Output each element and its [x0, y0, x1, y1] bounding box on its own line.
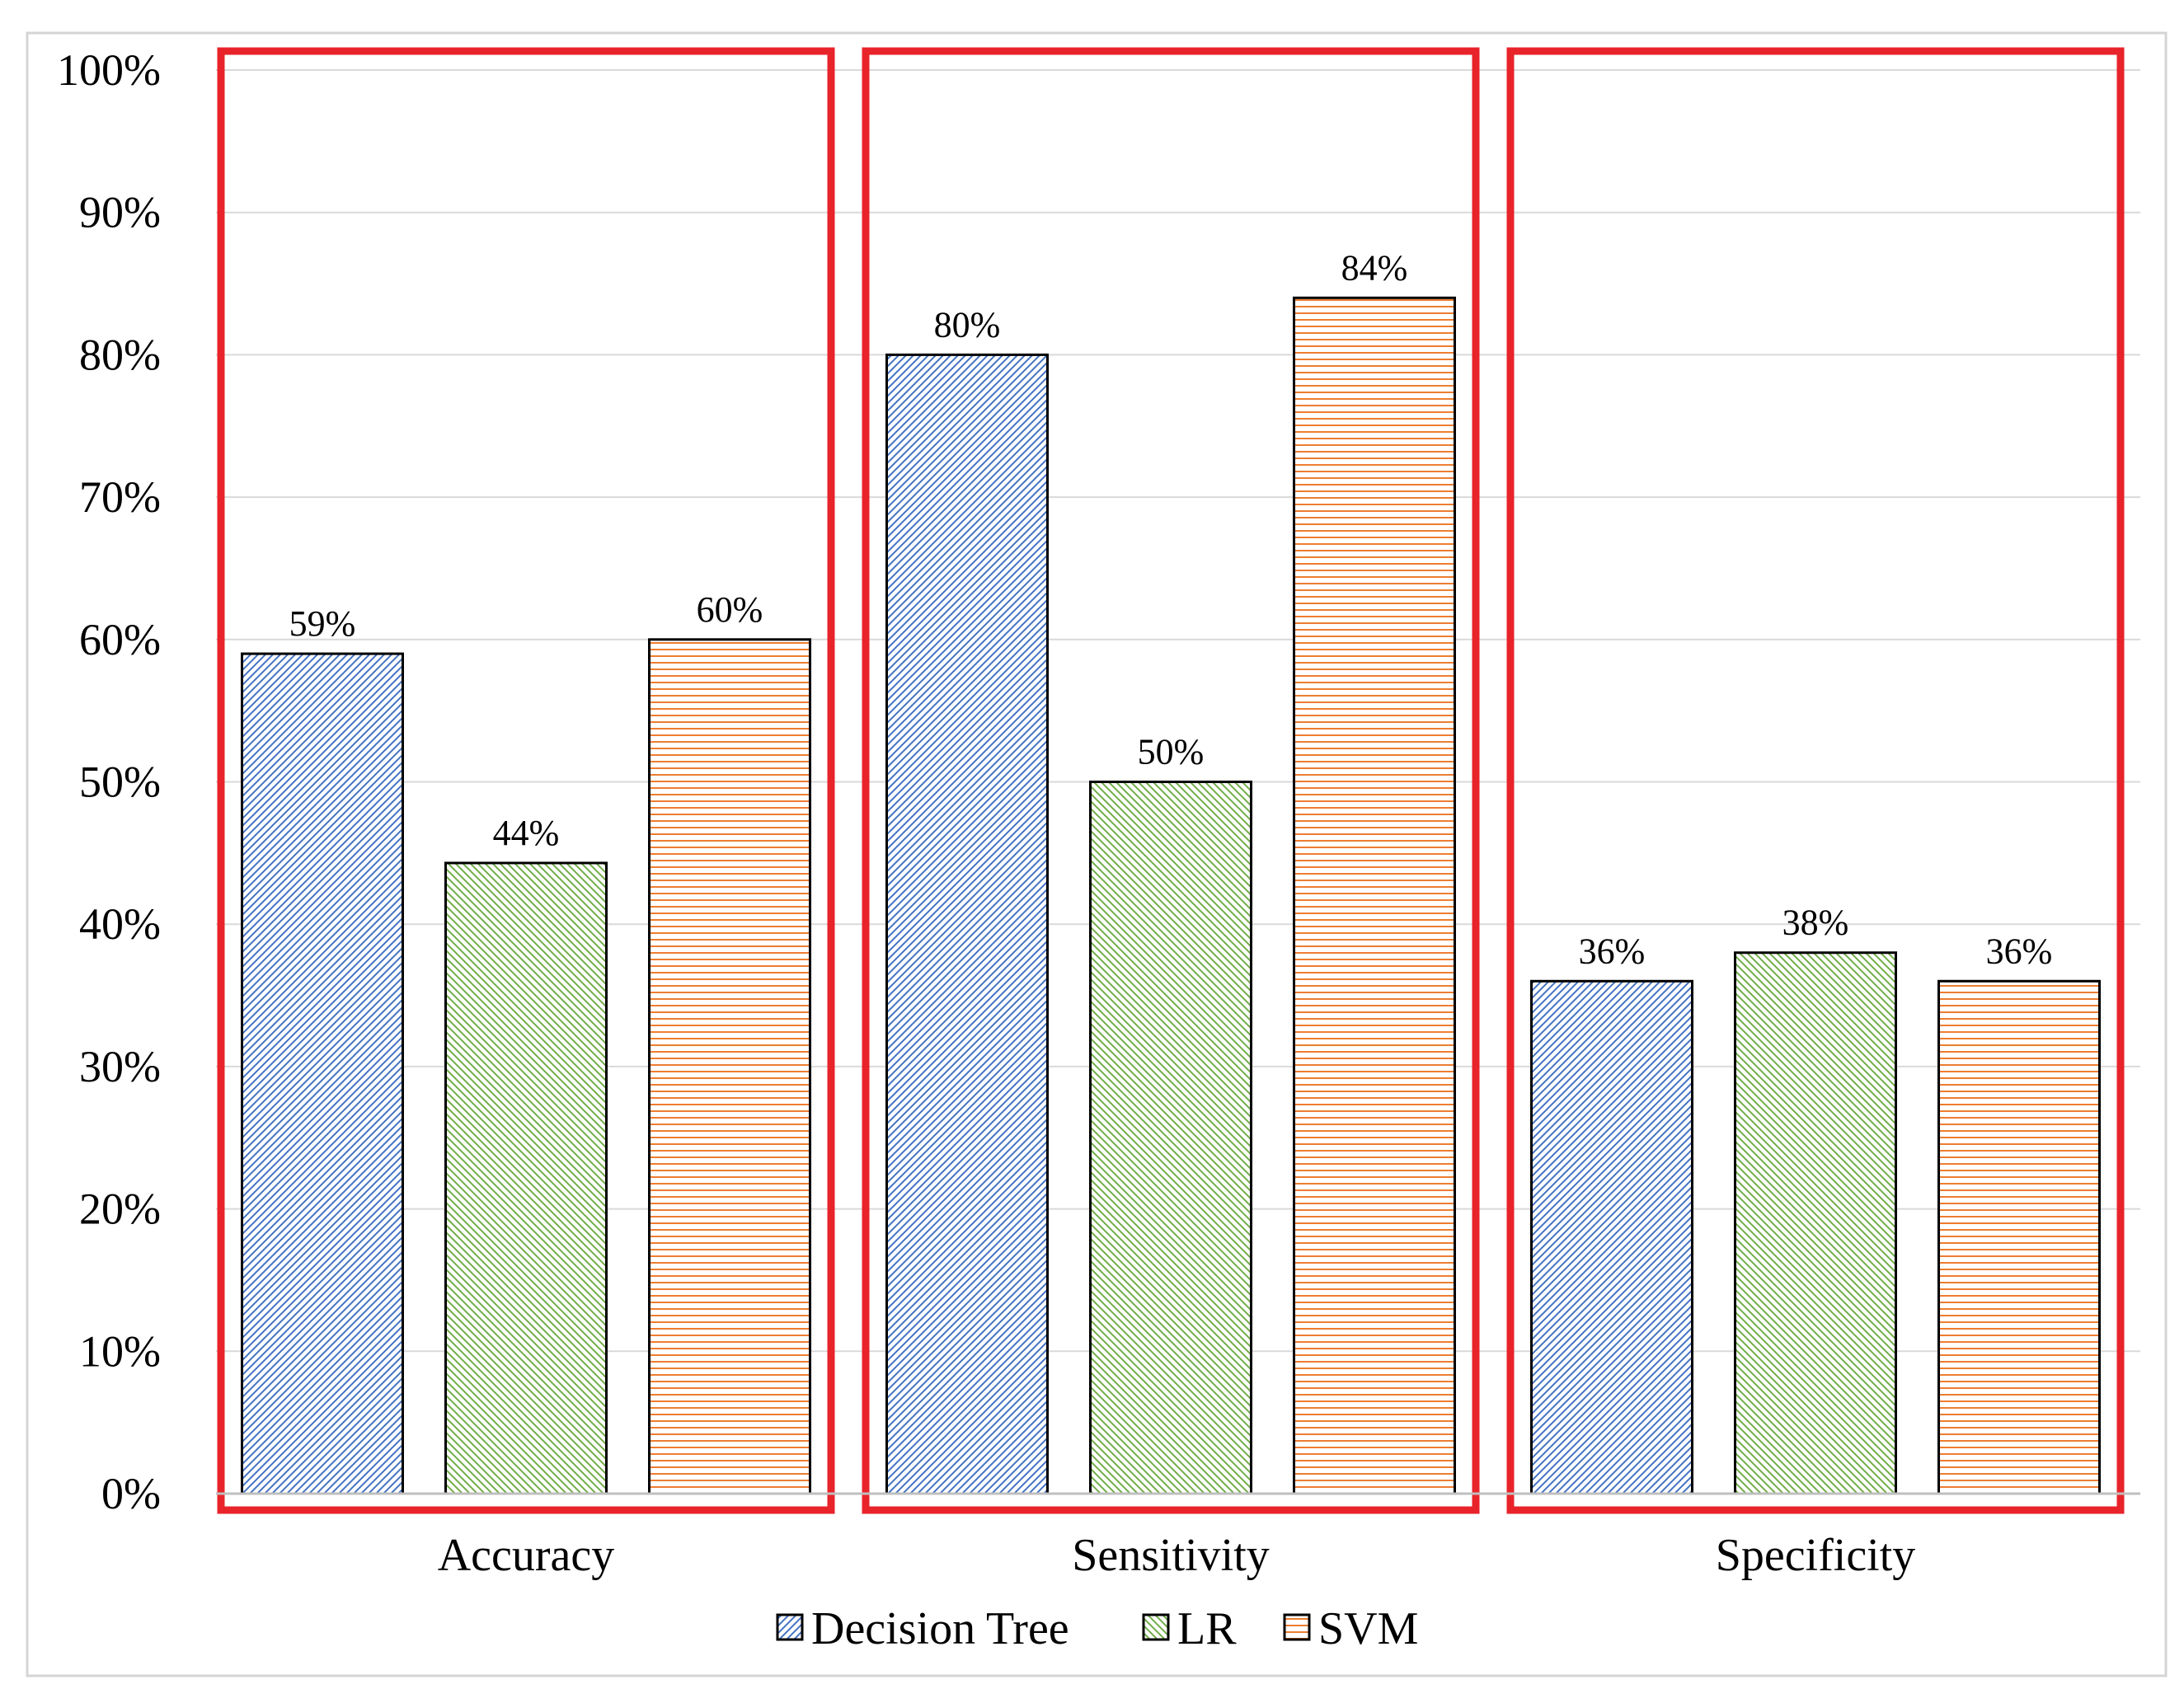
bar-decision-tree-accuracy	[241, 652, 404, 1495]
data-label: 60%	[697, 589, 763, 630]
highlight-box-sensitivity	[862, 47, 1480, 1514]
legend-label: SVM	[1318, 1603, 1418, 1654]
y-tick-label: 60%	[79, 615, 161, 664]
x-category-label: Specificity	[1716, 1530, 1916, 1581]
legend-label: LR	[1177, 1603, 1237, 1654]
y-tick-label: 10%	[79, 1326, 161, 1376]
highlight-boxes	[217, 47, 2125, 1514]
y-axis-ticks: 0% 10% 20% 30% 40% 50% 60% 70% 80% 90% 100%	[57, 45, 161, 1518]
x-axis-categories: Accuracy Sensitivity Specificity	[438, 1530, 1916, 1581]
x-category-label: Sensitivity	[1072, 1530, 1270, 1581]
bar-svm-specificity	[1937, 979, 2101, 1495]
data-labels: 59% 44% 60% 80% 50% 84% 36% 38% 36%	[289, 247, 2053, 971]
data-label: 44%	[493, 813, 560, 853]
data-label: 84%	[1341, 247, 1408, 288]
legend-swatch-lr	[1142, 1613, 1170, 1641]
highlight-box-specificity	[1506, 47, 2125, 1514]
bar-lr-specificity	[1734, 951, 1897, 1495]
bar-svm-sensitivity	[1293, 296, 1456, 1495]
x-category-label: Accuracy	[438, 1530, 615, 1581]
highlight-box-accuracy	[217, 47, 835, 1514]
data-label: 50%	[1138, 732, 1205, 772]
bar-decision-tree-specificity	[1530, 979, 1693, 1495]
data-label: 36%	[1579, 931, 1646, 971]
legend-swatch-svm	[1283, 1613, 1311, 1641]
legend-label: Decision Tree	[811, 1603, 1069, 1654]
bar-decision-tree-sensitivity	[885, 353, 1049, 1495]
y-tick-label: 100%	[57, 45, 161, 95]
y-tick-label: 40%	[79, 899, 161, 949]
data-label: 38%	[1782, 903, 1849, 943]
y-tick-label: 90%	[79, 188, 161, 237]
y-tick-label: 0%	[101, 1469, 161, 1518]
bar-svm-accuracy	[648, 638, 811, 1495]
bars	[241, 296, 2101, 1495]
y-tick-label: 70%	[79, 472, 161, 522]
data-label: 36%	[1986, 931, 2053, 971]
legend-swatch-decision-tree	[776, 1613, 804, 1641]
bar-lr-accuracy	[444, 861, 608, 1495]
data-label: 80%	[934, 304, 1001, 345]
y-tick-label: 20%	[79, 1185, 161, 1234]
bar-lr-sensitivity	[1089, 781, 1252, 1495]
y-tick-label: 50%	[79, 758, 161, 807]
y-tick-label: 80%	[79, 330, 161, 379]
legend: Decision Tree LR SVM	[776, 1603, 1418, 1654]
data-label: 59%	[289, 603, 356, 644]
y-tick-label: 30%	[79, 1042, 161, 1091]
